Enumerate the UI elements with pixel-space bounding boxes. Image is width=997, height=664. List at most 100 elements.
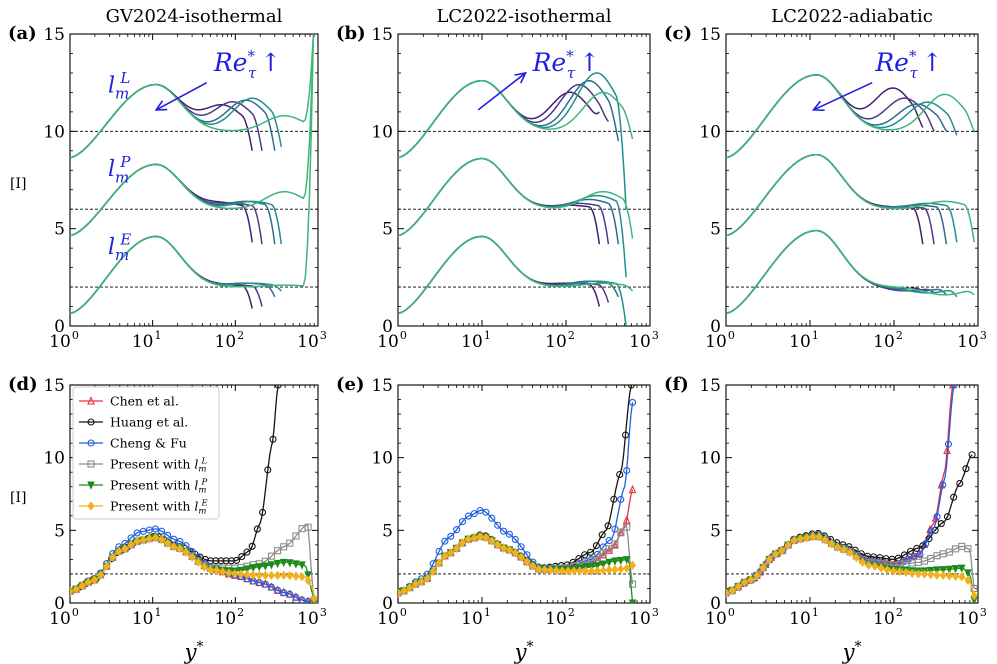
marker-diamond bbox=[417, 576, 425, 587]
marker-diamond bbox=[582, 566, 590, 576]
marker-diamond bbox=[908, 568, 916, 578]
re-tau-annotation: Re* τ ↑ bbox=[874, 47, 942, 82]
re-tau-annotation: Re* τ ↑ bbox=[532, 47, 600, 82]
marker-square bbox=[274, 547, 282, 555]
marker-diamond bbox=[588, 566, 596, 576]
y-tick-label: 0 bbox=[382, 594, 393, 614]
marker-circle bbox=[939, 481, 947, 489]
legend-label: Huang et al. bbox=[110, 415, 188, 430]
annotation-arrow-line bbox=[813, 81, 873, 111]
legend-label: Present with lmE bbox=[110, 499, 208, 517]
marker-triangle-down bbox=[292, 560, 300, 569]
y-tick-label: 10 bbox=[43, 122, 65, 142]
marker-diamond bbox=[517, 552, 525, 562]
marker-circle bbox=[151, 525, 160, 533]
marker-diamond bbox=[611, 564, 619, 575]
marker-diamond bbox=[70, 586, 74, 597]
marker-diamond bbox=[194, 557, 202, 567]
marker-circle bbox=[267, 583, 276, 591]
y-tick-label: 10 bbox=[699, 122, 721, 142]
marker-circle bbox=[629, 398, 637, 406]
marker-triangle-down bbox=[957, 564, 966, 573]
profile-line bbox=[398, 235, 601, 315]
marker-diamond bbox=[576, 566, 584, 576]
marker-diamond bbox=[87, 501, 95, 511]
series-layer bbox=[398, 385, 637, 603]
profile-line bbox=[726, 153, 924, 245]
y-tick-label: 10 bbox=[371, 122, 393, 142]
marker-diamond bbox=[400, 586, 408, 596]
y-tick-label: 0 bbox=[710, 594, 721, 614]
y-tick-label: 10 bbox=[43, 449, 65, 469]
marker-diamond bbox=[570, 566, 578, 576]
marker-diamond bbox=[292, 571, 300, 581]
marker-diamond bbox=[231, 569, 239, 579]
marker-diamond bbox=[280, 570, 288, 581]
marker-diamond bbox=[784, 540, 792, 550]
marker-circle bbox=[610, 495, 618, 503]
marker-triangle-down bbox=[964, 569, 972, 578]
marker-square bbox=[629, 580, 637, 588]
marker-circle bbox=[943, 513, 952, 521]
marker-diamond bbox=[728, 585, 736, 596]
profile-line bbox=[726, 229, 924, 315]
marker-diamond bbox=[441, 551, 449, 561]
profile-line bbox=[398, 157, 601, 245]
marker-diamond bbox=[753, 570, 761, 581]
x-tick-label: 101 bbox=[789, 606, 819, 629]
series-layer bbox=[398, 72, 634, 326]
marker-diamond bbox=[267, 570, 275, 581]
marker-triangle-down bbox=[279, 558, 288, 568]
annotations: Re* τ ↑ bbox=[811, 47, 943, 112]
panel-label: (b) bbox=[336, 23, 366, 44]
x-tick-label: 101 bbox=[132, 329, 162, 352]
x-tick-label: 100 bbox=[705, 606, 735, 629]
lmE-label: lmE bbox=[108, 231, 131, 264]
marker-triangle-down bbox=[628, 599, 637, 603]
panel-title: GV2024-isothermal bbox=[106, 6, 283, 27]
marker-diamond bbox=[939, 570, 947, 581]
marker-diamond bbox=[970, 591, 978, 601]
marker-diamond bbox=[599, 565, 607, 576]
profile-line bbox=[726, 229, 947, 315]
y-tick-label: 15 bbox=[43, 376, 65, 396]
marker-circle bbox=[511, 535, 519, 543]
marker-circle bbox=[464, 512, 472, 520]
marker-diamond bbox=[158, 534, 166, 545]
x-tick-label: 100 bbox=[377, 606, 407, 629]
marker-triangle-down bbox=[249, 564, 257, 573]
profile-line bbox=[70, 83, 276, 159]
marker-circle bbox=[623, 466, 631, 475]
marker-diamond bbox=[423, 573, 431, 584]
marker-square bbox=[593, 554, 601, 562]
profile-line bbox=[398, 235, 627, 326]
profile-line bbox=[398, 79, 610, 159]
marker-triangle-down bbox=[622, 556, 631, 565]
profile-line bbox=[398, 79, 620, 159]
marker-circle bbox=[956, 479, 964, 487]
marker-circle bbox=[87, 439, 95, 447]
marker-diamond bbox=[219, 567, 227, 577]
marker-diamond bbox=[505, 545, 513, 555]
marker-diamond bbox=[182, 547, 190, 557]
marker-circle bbox=[494, 521, 502, 529]
panel-label: (f) bbox=[664, 374, 689, 395]
lmP-label: lmP bbox=[108, 153, 131, 186]
marker-circle bbox=[217, 557, 225, 565]
profile-line bbox=[726, 229, 935, 315]
marker-diamond bbox=[103, 561, 111, 571]
x-tick-label: 100 bbox=[49, 606, 79, 629]
profile-line bbox=[70, 34, 315, 237]
marker-circle bbox=[907, 547, 915, 555]
marker-diamond bbox=[121, 544, 129, 554]
marker-diamond bbox=[741, 577, 749, 588]
panel-label: (a) bbox=[8, 23, 37, 44]
marker-diamond bbox=[747, 575, 755, 585]
marker-triangle-down bbox=[261, 562, 270, 571]
legend-label: Chen et al. bbox=[110, 394, 179, 409]
x-tick-label: 103 bbox=[297, 329, 327, 352]
profile-line bbox=[70, 34, 315, 315]
marker-triangle-down bbox=[267, 561, 276, 570]
legend-frame bbox=[72, 386, 220, 520]
marker-diamond bbox=[145, 534, 153, 544]
